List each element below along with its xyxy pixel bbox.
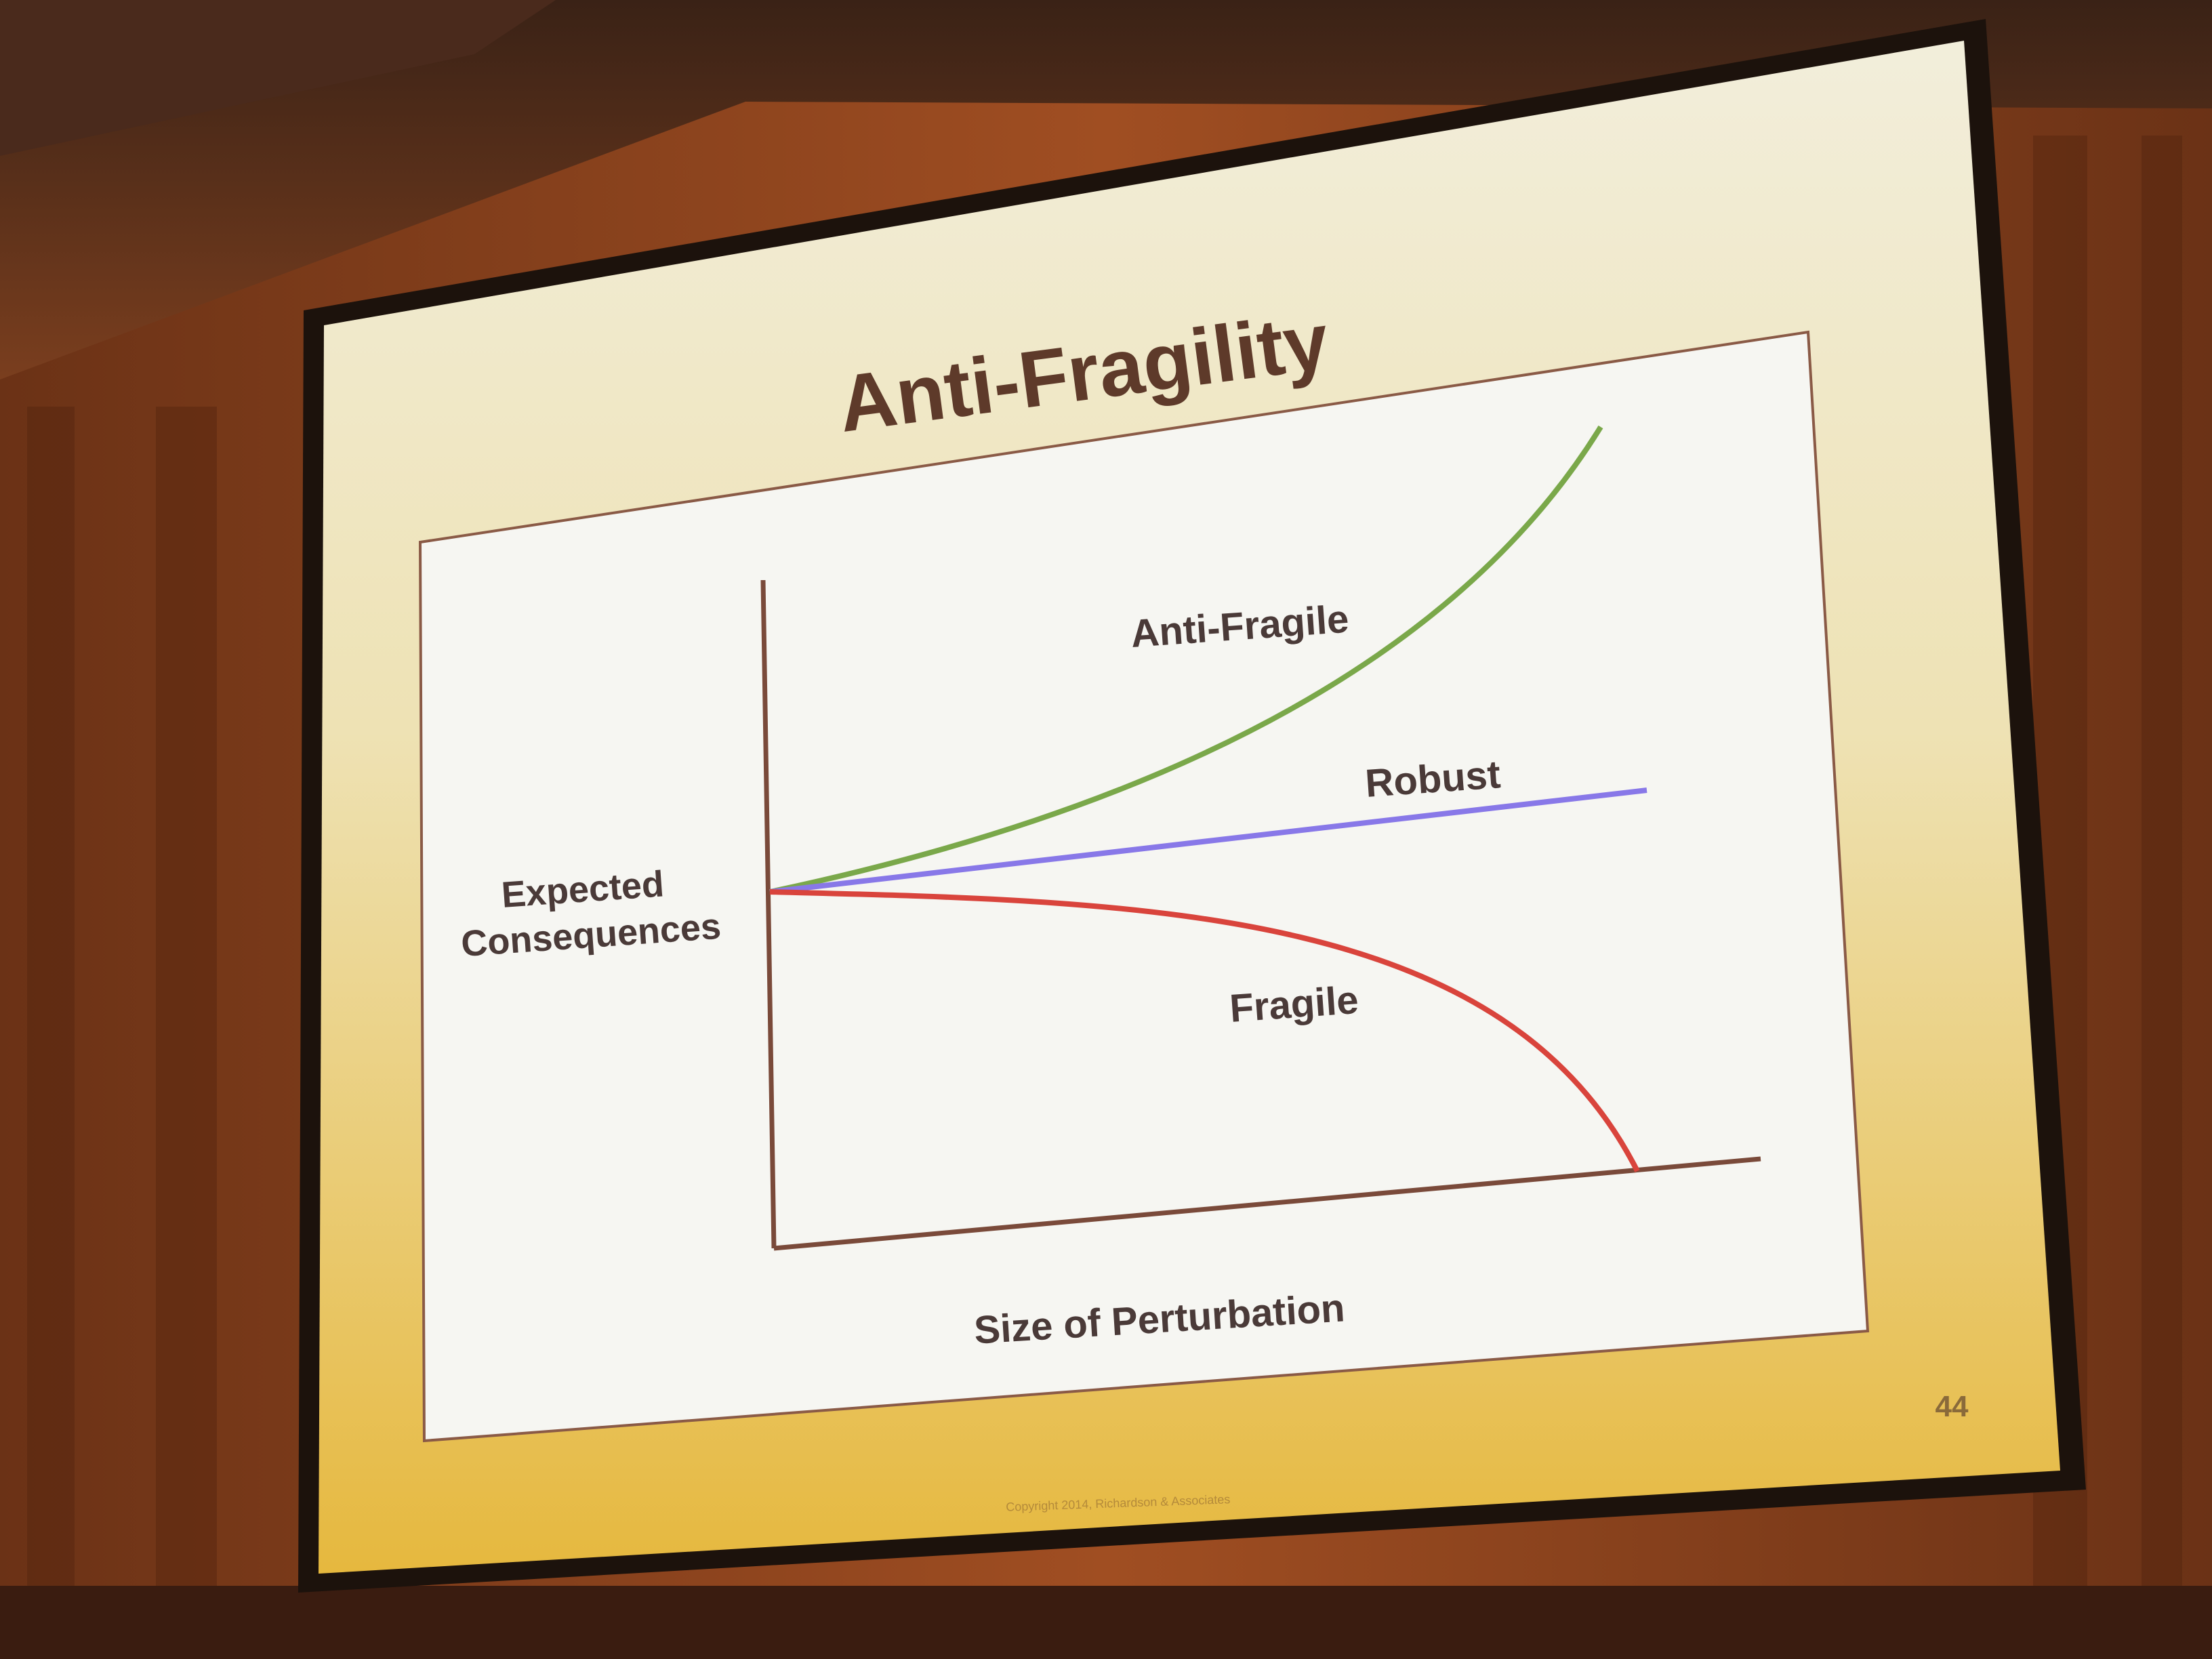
page-number: 44 xyxy=(1936,1390,1969,1423)
projection-screen xyxy=(298,19,2086,1593)
series-label-fragile: Fragile xyxy=(1228,978,1359,1031)
x-axis xyxy=(773,1156,1761,1251)
series-line-fragile xyxy=(769,889,1640,1172)
series-line-anti-fragile xyxy=(769,425,1603,895)
series-line-robust xyxy=(769,787,1647,895)
chart-axes xyxy=(760,579,1761,1251)
chart-panel xyxy=(418,330,1870,1443)
series-label-robust: Robust xyxy=(1364,752,1502,806)
y-axis xyxy=(760,579,777,1249)
series-lines xyxy=(769,425,1647,1172)
